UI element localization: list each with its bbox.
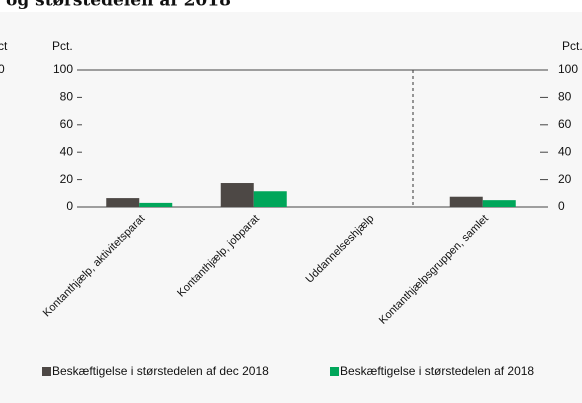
legend-label: Beskæftigelse i størstedelen af 2018 <box>340 364 534 378</box>
bar <box>449 196 483 207</box>
y2-tick-label: 60 <box>558 117 572 131</box>
bar <box>139 202 173 207</box>
y-tick-label: 80 <box>60 90 74 104</box>
bar <box>482 200 516 207</box>
y-tick-label: 20 <box>60 172 74 186</box>
y-tick-label: 0 <box>66 199 73 213</box>
legend-label: Beskæftigelse i størstedelen af dec 2018 <box>52 364 269 378</box>
y2-tick-label: 100 <box>558 62 578 76</box>
y-tick-label: 100 <box>53 62 73 76</box>
y2-tick-label: 80 <box>558 90 572 104</box>
y2-label: Pct. <box>562 39 582 53</box>
y-tick-label: 60 <box>60 117 74 131</box>
bar <box>253 191 287 207</box>
bar <box>220 183 254 207</box>
y-label: Pct. <box>52 39 73 53</box>
left-unit-fragment: Pct <box>0 39 8 53</box>
y2-tick-label: 0 <box>558 199 565 213</box>
y2-tick-label: 40 <box>558 144 572 158</box>
bar <box>106 198 140 207</box>
legend-swatch <box>330 367 339 376</box>
legend-swatch <box>42 367 51 376</box>
y-tick-label: 40 <box>60 144 74 158</box>
left-tick-fragment: 0 <box>0 62 5 76</box>
y2-tick-label: 20 <box>558 172 572 186</box>
title-fragment: og størstedelen af 2018 <box>6 0 231 11</box>
